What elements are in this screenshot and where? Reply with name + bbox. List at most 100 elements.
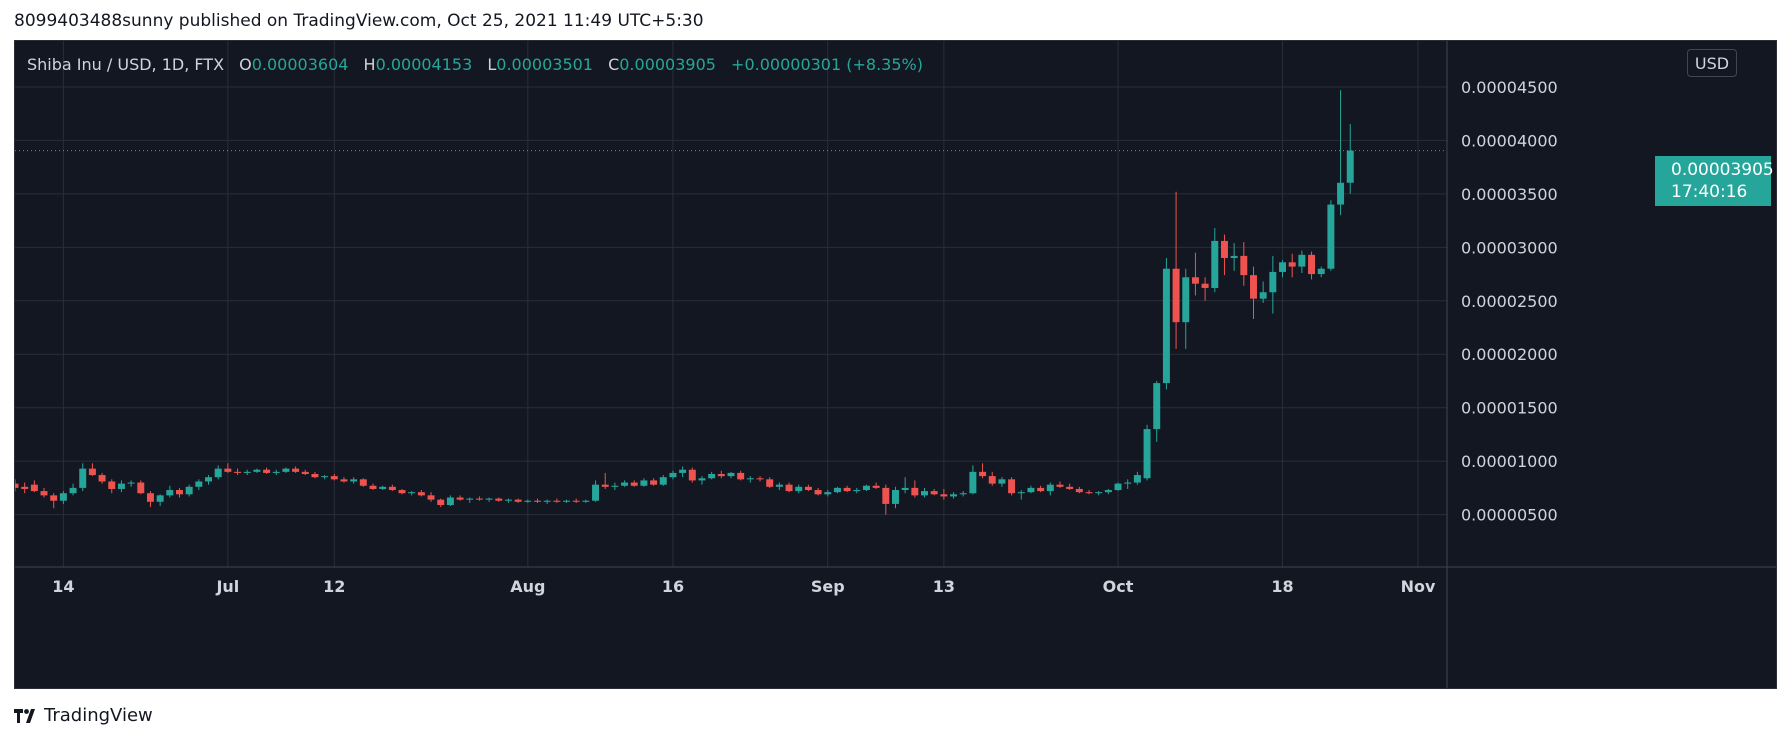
bar-countdown: 17:40:16 bbox=[1671, 182, 1748, 202]
candle-body bbox=[69, 487, 77, 494]
candle-body bbox=[1240, 255, 1248, 276]
candle-body bbox=[1269, 271, 1277, 293]
x-tick-label: 16 bbox=[662, 577, 684, 596]
candle-body bbox=[630, 482, 638, 486]
candle-body bbox=[959, 493, 967, 495]
publisher-attribution: 8099403488sunny published on TradingView… bbox=[14, 11, 704, 31]
y-tick-label: 0.00004000 bbox=[1461, 131, 1558, 150]
candle-body bbox=[979, 471, 987, 477]
candle-body bbox=[50, 495, 58, 501]
candle-body bbox=[669, 472, 677, 478]
candle-body bbox=[1017, 492, 1025, 494]
y-tick-label: 0.00003500 bbox=[1461, 185, 1558, 204]
candle-body bbox=[1124, 482, 1132, 484]
candle-body bbox=[495, 498, 503, 501]
open-value: 0.00003604 bbox=[251, 55, 349, 74]
candle-body bbox=[746, 478, 754, 480]
y-tick-label: 0.00001500 bbox=[1461, 399, 1558, 418]
x-tick-label: 14 bbox=[52, 577, 74, 596]
candle-body bbox=[659, 477, 667, 485]
candle-body bbox=[243, 471, 251, 473]
candle-body bbox=[514, 499, 522, 502]
candle-body bbox=[176, 490, 183, 495]
candle-body bbox=[446, 497, 454, 505]
candle-body bbox=[708, 473, 716, 479]
candle-body bbox=[1259, 292, 1267, 299]
candle-body bbox=[650, 480, 658, 485]
candle-body bbox=[330, 476, 338, 480]
candle-body bbox=[1211, 240, 1219, 288]
last-price-tag: 0.00003905 17:40:16 bbox=[1655, 156, 1774, 206]
currency-button[interactable]: USD bbox=[1687, 49, 1737, 77]
candle-body bbox=[1085, 492, 1093, 494]
candle-body bbox=[862, 485, 870, 491]
candle-body bbox=[804, 486, 812, 491]
candle-body bbox=[727, 472, 735, 477]
candle-body bbox=[15, 483, 19, 488]
x-tick-label: Nov bbox=[1401, 577, 1436, 596]
candle-body bbox=[1075, 488, 1083, 493]
candle-body bbox=[1250, 275, 1257, 299]
candle-body bbox=[1298, 254, 1306, 267]
candle-body bbox=[524, 500, 532, 502]
candle-body bbox=[253, 469, 261, 472]
x-tick-label: Sep bbox=[811, 577, 845, 596]
candle-body bbox=[146, 493, 154, 502]
candle-body bbox=[108, 481, 116, 489]
candle-body bbox=[679, 469, 687, 473]
candle-body bbox=[466, 498, 474, 500]
last-price-value: 0.00003905 bbox=[1671, 160, 1774, 180]
candle-body bbox=[534, 500, 541, 502]
symbol-label[interactable]: Shiba Inu / USD, 1D, FTX bbox=[27, 55, 225, 74]
candle-body bbox=[1182, 277, 1190, 323]
candle-body bbox=[872, 485, 880, 488]
close-value: 0.00003905 bbox=[619, 55, 716, 74]
candle-body bbox=[117, 483, 125, 489]
candle-body bbox=[1279, 262, 1286, 272]
low-value: 0.00003501 bbox=[496, 55, 593, 74]
candle-body bbox=[775, 484, 783, 487]
candle-body bbox=[940, 494, 948, 497]
candle-body bbox=[1317, 268, 1325, 275]
candle-body bbox=[621, 482, 629, 486]
candle-body bbox=[824, 492, 832, 495]
candle-body bbox=[582, 500, 590, 502]
candle-body bbox=[611, 485, 619, 487]
candle-body bbox=[553, 500, 561, 502]
candle-body bbox=[969, 471, 977, 494]
candle-body bbox=[350, 479, 358, 482]
candle-body bbox=[185, 486, 193, 495]
candle-body bbox=[1346, 150, 1354, 183]
candle-body bbox=[1308, 254, 1316, 275]
candle-body bbox=[214, 468, 222, 478]
y-tick-label: 0.00002000 bbox=[1461, 345, 1558, 364]
candlestick-chart[interactable]: 0.00000500 0.00001000 0.00001500 0.00002000… bbox=[15, 41, 1777, 689]
candle-body bbox=[563, 500, 570, 502]
candle-body bbox=[1337, 182, 1345, 205]
candle-body bbox=[1230, 255, 1238, 259]
candle-body bbox=[379, 486, 387, 489]
candle-body bbox=[98, 475, 106, 482]
candle-body bbox=[930, 491, 938, 495]
tradingview-logo[interactable]: TradingView bbox=[14, 705, 153, 726]
x-tick-label: Oct bbox=[1103, 577, 1134, 596]
candle-body bbox=[698, 478, 706, 481]
candle-body bbox=[234, 471, 242, 473]
candle-body bbox=[892, 490, 899, 504]
candle-body bbox=[737, 472, 745, 480]
candle-body bbox=[1133, 475, 1141, 483]
candle-body bbox=[998, 479, 1006, 484]
candle-body bbox=[1220, 240, 1228, 259]
candle-body bbox=[1191, 277, 1199, 284]
candle-body bbox=[437, 499, 445, 505]
candle-body bbox=[1008, 479, 1016, 494]
high-value: 0.00004153 bbox=[375, 55, 473, 74]
candle-body bbox=[475, 498, 483, 500]
candle-body bbox=[359, 479, 367, 486]
candle-body bbox=[137, 482, 145, 494]
candle-body bbox=[88, 468, 96, 476]
candle-body bbox=[950, 494, 958, 497]
x-tick-label: 13 bbox=[933, 577, 955, 596]
candle-body bbox=[1327, 204, 1335, 269]
chart-panel[interactable]: 0.00000500 0.00001000 0.00001500 0.00002000… bbox=[14, 40, 1777, 689]
